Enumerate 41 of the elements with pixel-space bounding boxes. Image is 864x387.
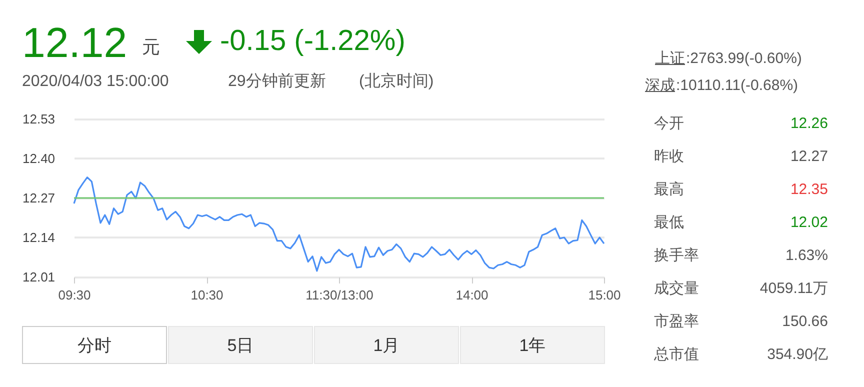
text: 分时 [22,326,167,364]
text: 4059.11万 [760,280,828,297]
text: 成交量 [654,280,699,297]
text: 12.27 [790,148,828,165]
x-tick-label: 14:00 [456,288,488,302]
line-series [73,176,605,272]
text: 市盈率 [654,313,699,330]
x-tick-label: 09:30 [58,288,91,302]
text: 12.35 [790,181,828,198]
x-tick-label: 15:00 [588,288,621,302]
text: 最高 [654,181,684,198]
text: :10110.11(-0.68%) [676,77,798,94]
text: 12.02 [790,214,828,231]
text: 1年 [460,326,605,364]
x-tick-label: 11:30/13:00 [306,288,374,302]
text: 昨收 [654,148,684,165]
text: (北京时间) [359,73,434,90]
y-tick-label: 12.27 [22,190,56,206]
text: 1月 [314,326,459,364]
x-tick-label: 10:30 [190,288,224,302]
text: 今开 [654,115,684,132]
text: 354.90亿 [767,346,828,363]
text: 总市值 [654,346,699,363]
y-tick-label: 12.53 [22,112,56,126]
text: 最低 [654,214,684,231]
text: 上证 [655,50,685,67]
text: 5日 [168,326,313,364]
text: 深成 [645,77,675,94]
y-tick-label: 12.40 [22,151,56,166]
text: 换手率 [654,247,699,264]
text: 1.63% [785,247,828,264]
text: 12.12 [22,19,128,66]
text: -0.15 (-1.22%) [220,25,406,57]
text: 150.66 [782,313,828,330]
text: 元 [142,37,160,57]
text: 12.26 [790,115,828,132]
y-tick-label: 12.14 [22,230,56,245]
text: :2763.99(-0.60%) [686,50,802,67]
text: 29分钟前更新 [228,73,326,90]
text: 2020/04/03 15:00:00 [22,73,169,90]
y-tick-label: 12.01 [22,270,56,284]
